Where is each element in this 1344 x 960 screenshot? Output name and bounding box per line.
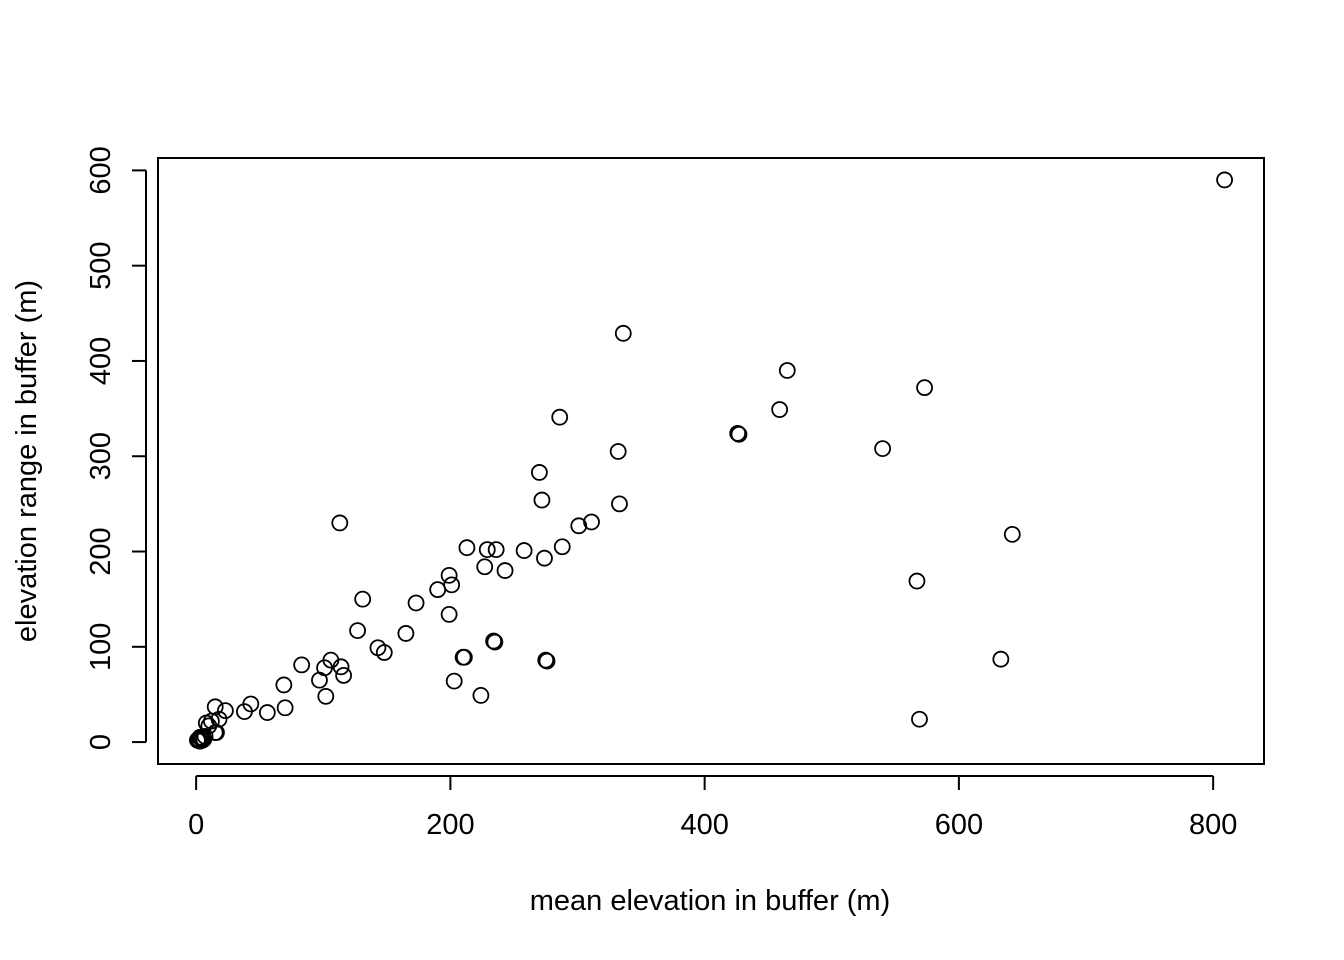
- data-point: [455, 648, 473, 666]
- data-point: [611, 495, 628, 513]
- y-tick-label: 100: [85, 623, 117, 671]
- y-tick-label: 400: [85, 337, 117, 385]
- data-point: [258, 704, 276, 721]
- x-tick-label: 200: [426, 809, 474, 841]
- data-point: [771, 401, 789, 418]
- data-point: [874, 440, 892, 458]
- data-point: [349, 622, 366, 640]
- y-tick-label: 200: [85, 527, 117, 575]
- data-point: [335, 666, 353, 684]
- data-point: [778, 362, 796, 379]
- data-point: [216, 702, 234, 720]
- data-point: [440, 566, 458, 584]
- data-point: [429, 581, 447, 599]
- y-tick-label: 500: [85, 241, 117, 289]
- data-point: [583, 513, 600, 531]
- x-tick-label: 400: [680, 809, 728, 841]
- plot-frame: [157, 157, 1265, 765]
- y-axis: 0 100 200 300 400 500 600: [85, 146, 147, 750]
- data-point: [210, 710, 228, 728]
- x-tick-label: 800: [1189, 809, 1237, 841]
- data-point: [354, 590, 372, 608]
- y-tick-label: 0: [85, 734, 117, 750]
- x-axis-label: mean elevation in buffer (m): [530, 885, 891, 917]
- y-tick-label: 300: [85, 432, 117, 480]
- data-point: [992, 650, 1010, 668]
- data-point: [486, 633, 504, 651]
- data-point: [553, 538, 571, 556]
- data-points: [189, 171, 1233, 750]
- data-point: [533, 491, 551, 509]
- data-point: [440, 606, 458, 623]
- data-point: [478, 541, 496, 559]
- data-point: [536, 549, 553, 567]
- data-point: [476, 558, 494, 576]
- data-point: [570, 517, 588, 535]
- data-point: [908, 572, 926, 590]
- data-point: [276, 699, 294, 717]
- data-point: [375, 644, 393, 661]
- x-axis: 0 200 400 600 800: [188, 775, 1237, 841]
- data-point: [614, 324, 632, 342]
- data-point: [293, 656, 311, 674]
- data-point: [609, 443, 627, 460]
- data-point: [407, 594, 425, 612]
- data-point: [206, 698, 224, 716]
- data-point: [730, 425, 748, 443]
- data-point: [496, 562, 514, 579]
- data-point: [443, 576, 461, 594]
- data-point: [515, 542, 533, 559]
- data-point: [916, 379, 933, 397]
- data-point: [472, 686, 490, 704]
- data-point: [397, 625, 415, 642]
- data-point: [445, 672, 463, 690]
- data-point: [1003, 525, 1021, 543]
- data-point: [487, 541, 505, 559]
- y-tick-label: 600: [85, 146, 117, 194]
- data-point: [551, 408, 569, 426]
- data-point: [208, 724, 225, 741]
- data-point: [331, 514, 349, 532]
- data-point: [242, 695, 260, 713]
- x-tick-label: 0: [188, 809, 204, 841]
- data-point: [332, 658, 350, 676]
- data-point: [1216, 171, 1233, 189]
- data-point: [911, 710, 928, 728]
- data-point: [538, 652, 556, 670]
- data-point: [530, 464, 548, 481]
- data-point: [458, 539, 476, 557]
- data-point: [196, 727, 214, 745]
- data-point: [317, 687, 335, 705]
- y-axis-label: elevation range in buffer (m): [11, 280, 43, 642]
- x-tick-label: 600: [935, 809, 983, 841]
- data-point: [275, 676, 293, 694]
